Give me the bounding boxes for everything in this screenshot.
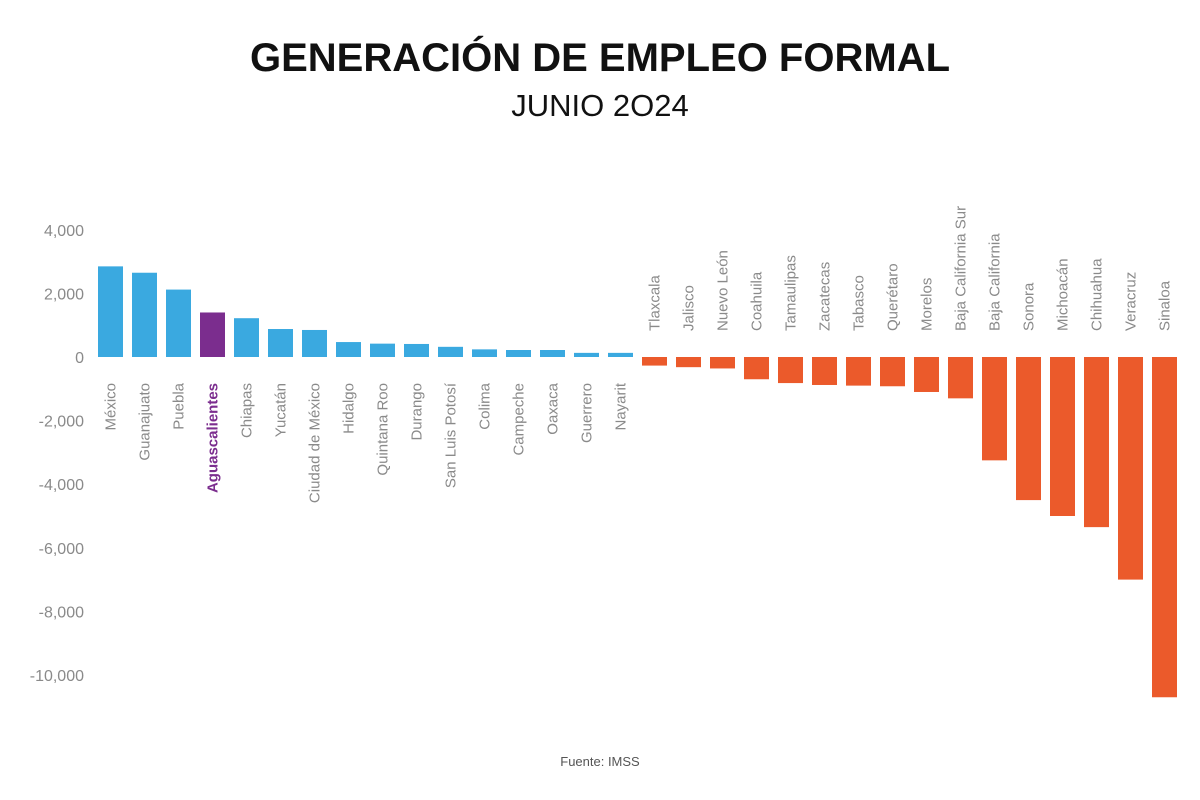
bar-baja-california xyxy=(982,357,1007,461)
category-label: Aguascalientes xyxy=(205,383,222,493)
bar-veracruz xyxy=(1118,357,1143,580)
category-label: Yucatán xyxy=(273,383,290,437)
bar-guanajuato xyxy=(132,272,157,357)
bar-tamaulipas xyxy=(778,357,803,384)
category-label: Campeche xyxy=(511,383,528,456)
bar-querétaro xyxy=(880,357,905,387)
bar-quintana-roo xyxy=(370,343,395,357)
bar-hidalgo xyxy=(336,342,361,357)
category-label: Tlaxcala xyxy=(647,274,664,331)
bar-campeche xyxy=(506,350,531,357)
bar-chiapas xyxy=(234,318,259,357)
bar-sinaloa xyxy=(1152,357,1177,698)
category-label: Quintana Roo xyxy=(375,383,392,476)
source-note: Fuente: IMSS xyxy=(560,754,640,769)
y-tick-label: -6,000 xyxy=(39,541,84,558)
bar-nuevo-león xyxy=(710,357,735,369)
category-label: Chiapas xyxy=(239,383,256,438)
bar-ciudad-de-méxico xyxy=(302,329,327,357)
y-tick-label: 0 xyxy=(75,350,84,367)
bar-aguascalientes xyxy=(200,312,225,357)
category-label: Tabasco xyxy=(851,275,868,331)
category-label: Nayarit xyxy=(613,382,630,430)
bar-puebla xyxy=(166,289,191,357)
category-label: Hidalgo xyxy=(341,383,358,434)
category-label: México xyxy=(103,383,120,431)
bar-guerrero xyxy=(574,352,599,357)
bar-baja-california-sur xyxy=(948,357,973,399)
bar-méxico xyxy=(98,266,123,357)
category-label: Querétaro xyxy=(885,263,902,331)
bar-nayarit xyxy=(608,352,633,357)
bar-morelos xyxy=(914,357,939,392)
category-label: Sinaloa xyxy=(1157,280,1174,331)
category-labels: México Guanajuato Puebla Aguascalientes Chia… xyxy=(103,206,1174,503)
y-tick-label: -8,000 xyxy=(39,604,84,621)
category-label: Ciudad de México xyxy=(307,383,324,503)
chart-subtitle: JUNIO 2O24 xyxy=(511,88,689,123)
category-label: Jalisco xyxy=(681,285,698,331)
bar-yucatán xyxy=(268,329,293,357)
bar-durango xyxy=(404,343,429,357)
bars xyxy=(98,266,1177,698)
category-label: Coahuila xyxy=(749,271,766,331)
category-label: Sonora xyxy=(1021,282,1038,331)
chart-title: GENERACIÓN DE EMPLEO FORMAL xyxy=(249,36,951,80)
y-tick-label: 4,000 xyxy=(44,223,84,240)
bar-oaxaca xyxy=(540,350,565,357)
category-label: Chihuahua xyxy=(1089,258,1106,331)
bar-chihuahua xyxy=(1084,357,1109,528)
bar-coahuila xyxy=(744,357,769,380)
bar-michoacán xyxy=(1050,357,1075,516)
category-label: Oaxaca xyxy=(545,382,562,434)
y-tick-label: -4,000 xyxy=(39,477,84,494)
category-label: Veracruz xyxy=(1123,272,1140,331)
category-label: San Luis Potosí xyxy=(443,382,460,488)
category-label: Michoacán xyxy=(1055,258,1072,331)
bar-tabasco xyxy=(846,357,871,386)
y-axis: 4,000 2,000 0 -2,000 -4,000 -6,000 -8,000 -10,0… xyxy=(30,223,84,685)
category-label: Zacatecas xyxy=(817,262,834,331)
bar-jalisco xyxy=(676,357,701,368)
category-label: Colima xyxy=(477,382,494,429)
category-label: Guanajuato xyxy=(137,383,154,461)
category-label: Baja California Sur xyxy=(953,206,970,331)
category-label: Durango xyxy=(409,383,426,441)
category-label: Baja California xyxy=(987,233,1004,331)
bar-chart: 4,000 2,000 0 -2,000 -4,000 -6,000 -8,000 -10,0… xyxy=(30,206,1177,698)
category-label: Nuevo León xyxy=(715,250,732,331)
category-label: Tamaulipas xyxy=(783,255,800,331)
category-label: Guerrero xyxy=(579,383,596,443)
bar-zacatecas xyxy=(812,357,837,385)
bar-tlaxcala xyxy=(642,357,667,366)
y-tick-label: -10,000 xyxy=(30,668,84,685)
category-label: Morelos xyxy=(919,278,936,331)
category-label: Puebla xyxy=(171,382,188,429)
bar-san-luis-potosí xyxy=(438,346,463,357)
bar-sonora xyxy=(1016,357,1041,501)
bar-colima xyxy=(472,349,497,357)
y-tick-label: -2,000 xyxy=(39,414,84,431)
y-tick-label: 2,000 xyxy=(44,286,84,303)
